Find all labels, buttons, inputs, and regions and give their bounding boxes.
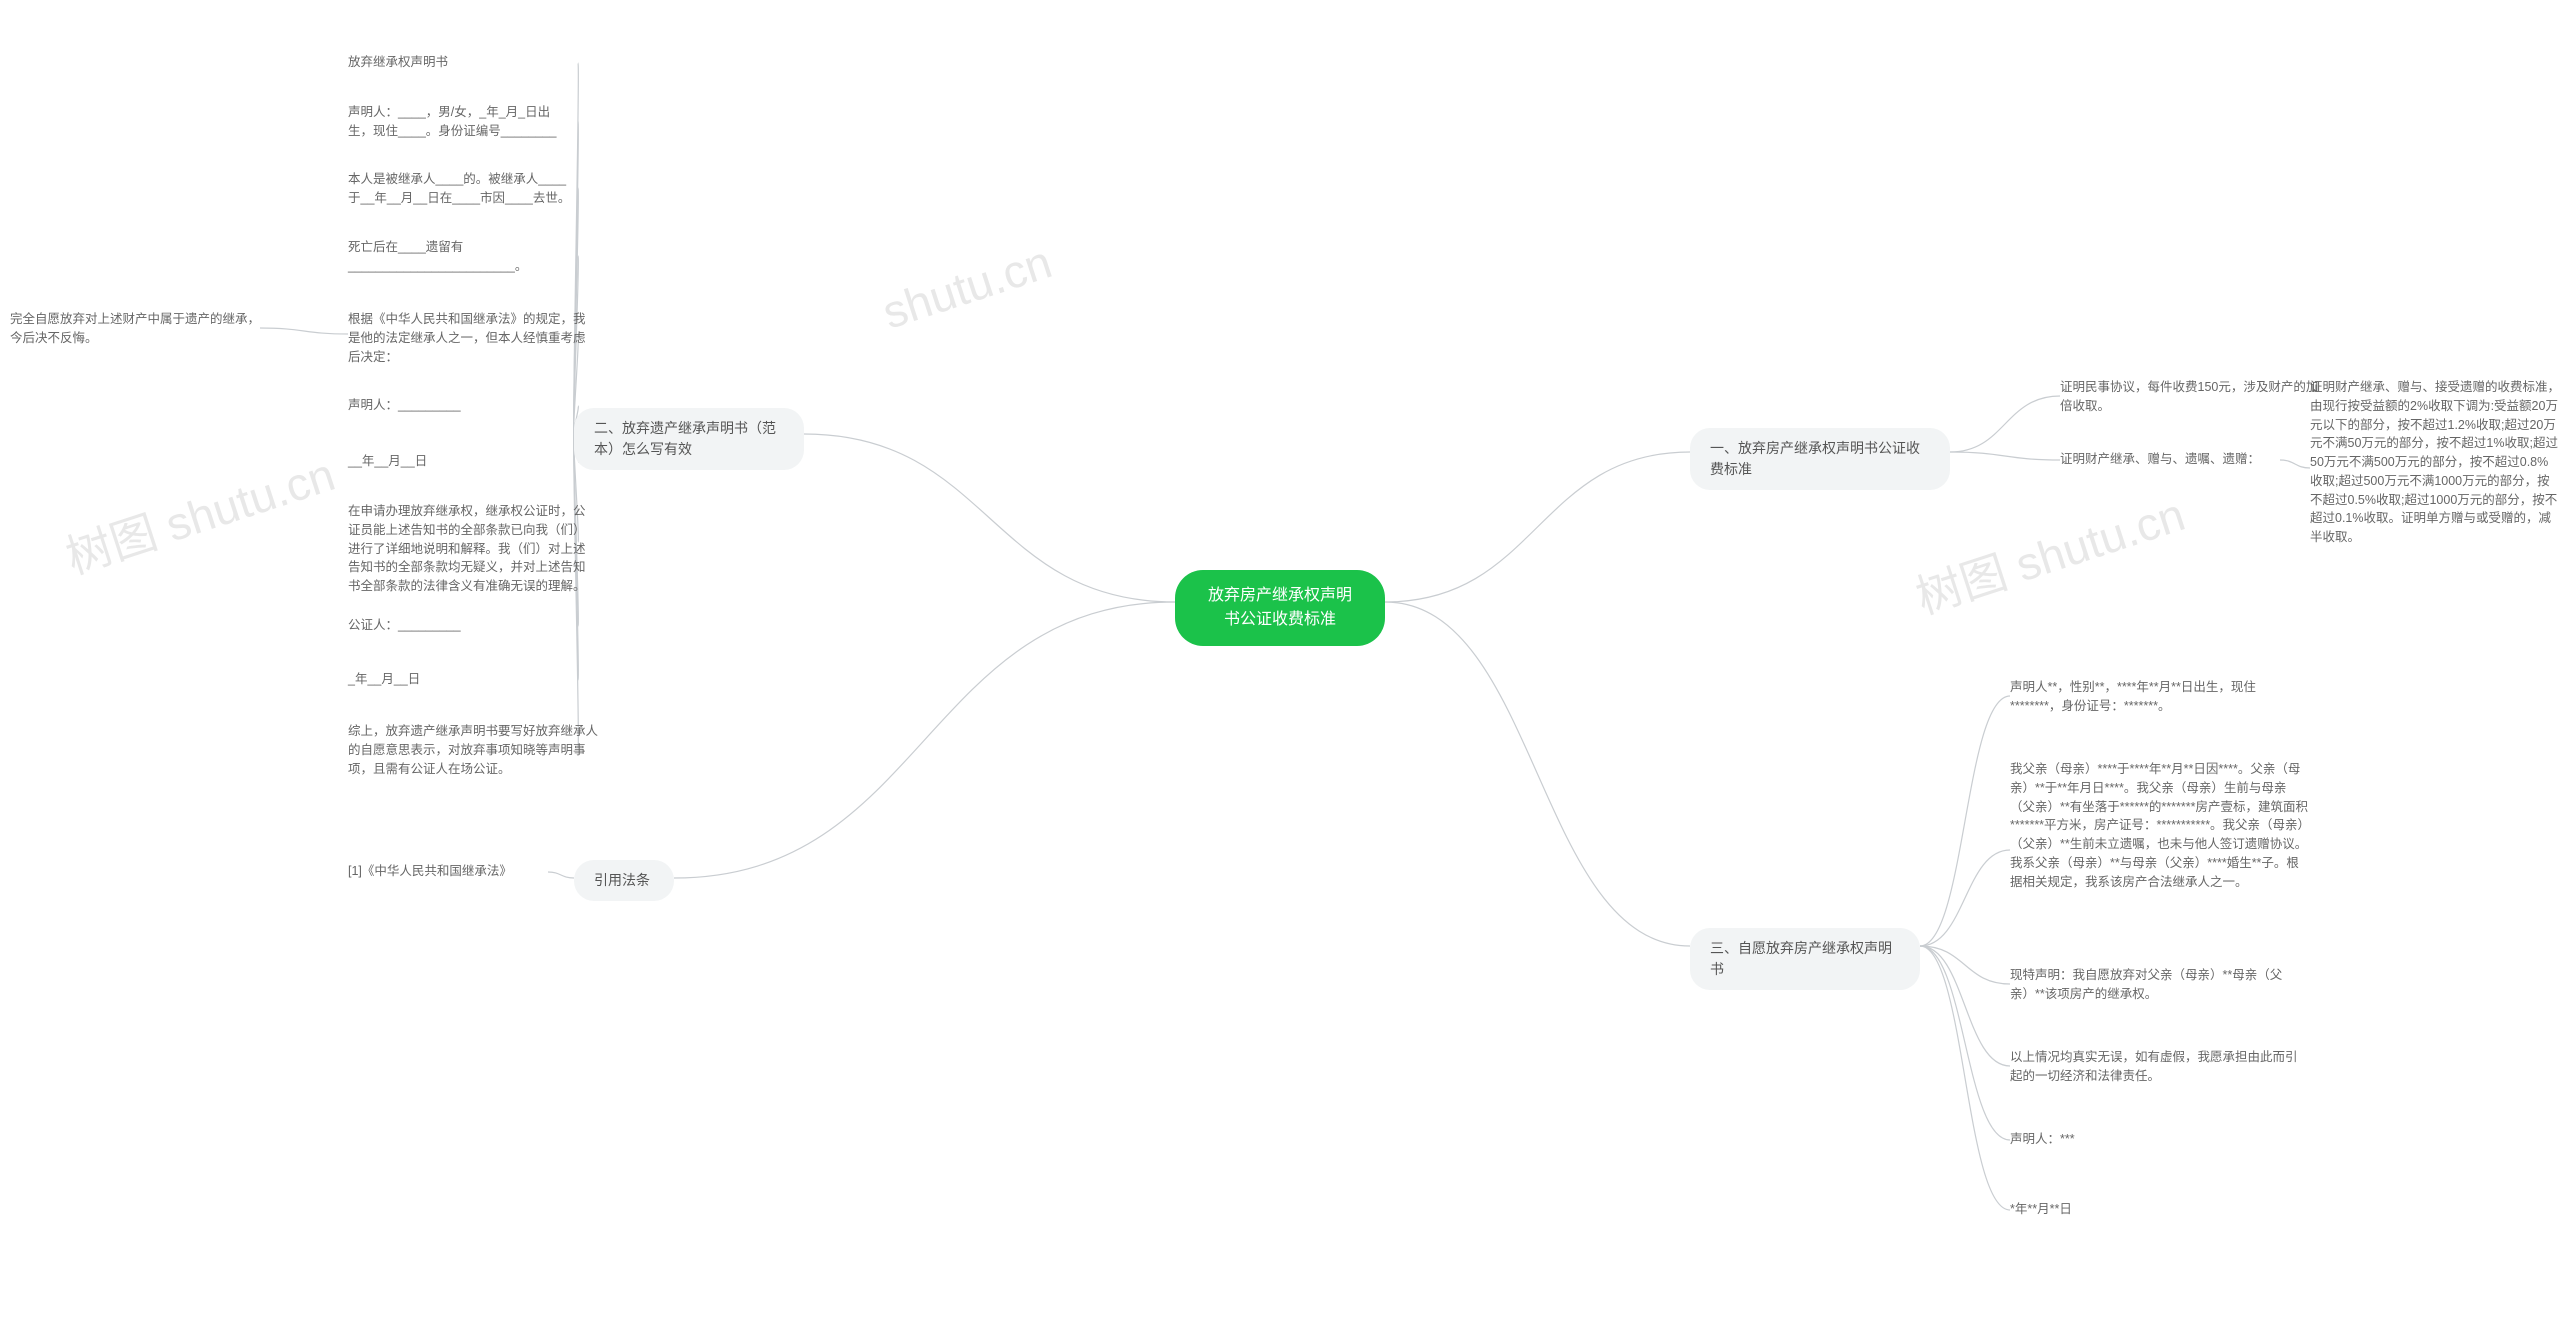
b3-leaf-1: 我父亲（母亲）****于****年**月**日因****。父亲（母亲）**于**… bbox=[2010, 760, 2310, 891]
b2-leaf-10: 综上，放弃遗产继承声明书要写好放弃继承人的自愿意思表示，对放弃事项知晓等声明事项… bbox=[348, 722, 598, 778]
b3-leaf-2: 现特声明：我自愿放弃对父亲（母亲）**母亲（父亲）**该项房产的继承权。 bbox=[2010, 966, 2300, 1004]
watermark-2: shutu.cn bbox=[876, 234, 1058, 339]
b1-leaf-1: 证明财产继承、赠与、遗嘱、遗赠： bbox=[2060, 450, 2280, 469]
b2-leaf-5: 声明人：_________ bbox=[348, 396, 548, 415]
b2-leaf-4: 根据《中华人民共和国继承法》的规定，我是他的法定继承人之一，但本人经慎重考虑后决… bbox=[348, 310, 588, 366]
branch-3: 三、自愿放弃房产继承权声明书 bbox=[1690, 928, 1920, 990]
b2-leaf-8: 公证人：_________ bbox=[348, 616, 548, 635]
b2-leaf-3: 死亡后在____遗留有________________________。 bbox=[348, 238, 578, 276]
b3-leaf-3: 以上情况均真实无误，如有虚假，我愿承担由此而引起的一切经济和法律责任。 bbox=[2010, 1048, 2300, 1086]
watermark-3: 树图 shutu.cn bbox=[1907, 479, 2192, 628]
branch-1: 一、放弃房产继承权声明书公证收费标准 bbox=[1690, 428, 1950, 490]
watermark-1: 树图 shutu.cn bbox=[57, 439, 342, 588]
b2-leaf-6: __年__月__日 bbox=[348, 452, 548, 471]
b1-leaf-1-sub: 证明财产继承、赠与、接受遗赠的收费标准，由现行按受益额的2%收取下调为:受益额2… bbox=[2310, 378, 2560, 547]
b2-leaf-2: 本人是被继承人____的。被继承人____于__年__月__日在____市因__… bbox=[348, 170, 578, 208]
center-node: 放弃房产继承权声明书公证收费标准 bbox=[1175, 570, 1385, 646]
b2-leaf-7: 在申请办理放弃继承权，继承权公证时，公证员能上述告知书的全部条款已向我（们）进行… bbox=[348, 502, 588, 596]
b2-leaf-4-sub: 完全自愿放弃对上述财产中属于遗产的继承，今后决不反悔。 bbox=[10, 310, 260, 348]
b2-leaf-9: _年__月__日 bbox=[348, 670, 548, 689]
branch-ref: 引用法条 bbox=[574, 860, 674, 901]
b2-leaf-1: 声明人：____，男/女，_年_月_日出生，现住____。身份证编号______… bbox=[348, 103, 568, 141]
branch-2: 二、放弃遗产继承声明书（范本）怎么写有效 bbox=[574, 408, 804, 470]
b1-leaf-0: 证明民事协议，每件收费150元，涉及财产的加倍收取。 bbox=[2060, 378, 2320, 416]
ref-leaf-0: [1]《中华人民共和国继承法》 bbox=[348, 862, 548, 881]
b3-leaf-0: 声明人**，性别**，****年**月**日出生，现住********，身份证号… bbox=[2010, 678, 2300, 716]
b3-leaf-5: *年**月**日 bbox=[2010, 1200, 2210, 1219]
b2-leaf-0: 放弃继承权声明书 bbox=[348, 53, 548, 72]
b3-leaf-4: 声明人：*** bbox=[2010, 1130, 2210, 1149]
